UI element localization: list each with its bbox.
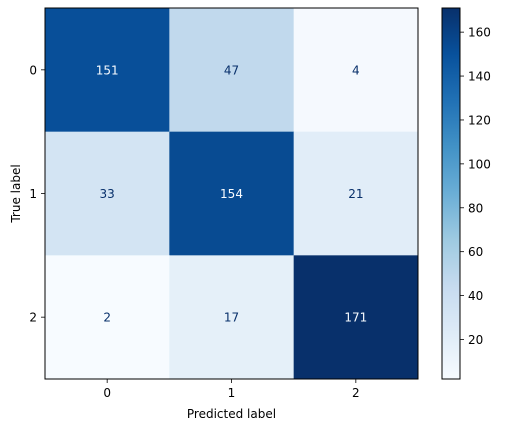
x-axis-ticks: 0 1 2: [103, 379, 360, 400]
heatmap-cell: [45, 8, 170, 133]
colorbar: [441, 7, 461, 380]
y-axis-ticks: 0 1 2: [29, 63, 45, 325]
cell-value-label: 2: [103, 311, 111, 325]
x-tick-label: 0: [103, 386, 111, 400]
x-axis-label: Predicted label: [187, 407, 276, 421]
colorbar-tick-label: 80: [468, 201, 483, 215]
heatmap-cell: [293, 8, 419, 133]
colorbar-tick-label: 40: [468, 289, 483, 303]
y-tick-label: 1: [29, 187, 37, 201]
y-axis-label: True label: [9, 164, 23, 223]
x-tick-label: 2: [352, 386, 360, 400]
colorbar-tick-label: 120: [468, 113, 491, 127]
cell-value-label: 33: [100, 187, 115, 201]
cell-value-label: 171: [344, 311, 367, 325]
heatmap-cell: [293, 131, 419, 256]
x-tick-label: 1: [228, 386, 236, 400]
colorbar-tick-label: 20: [468, 333, 483, 347]
heatmap-cell: [45, 255, 170, 380]
colorbar-tick-label: 60: [468, 245, 483, 259]
cell-value-label: 4: [352, 63, 360, 77]
cell-value-label: 17: [224, 311, 239, 325]
heatmap-cell: [169, 255, 295, 380]
y-tick-label: 0: [29, 63, 37, 77]
heatmap-cell: [169, 8, 295, 133]
y-tick-label: 2: [29, 311, 37, 325]
cell-value-label: 154: [220, 187, 243, 201]
cell-value-label: 47: [224, 63, 239, 77]
heatmap-cell: [293, 255, 419, 380]
colorbar-ticks: 20 40 60 80 100 120 140 160: [460, 26, 491, 347]
cell-value-label: 151: [96, 63, 119, 77]
heatmap-cell: [169, 131, 295, 256]
cell-annotations: 151 47 4 33 154 21 2 17 171: [96, 63, 368, 324]
heatmap-cell: [45, 131, 170, 256]
heatmap-cells: [45, 8, 419, 380]
cell-value-label: 21: [348, 187, 363, 201]
colorbar-tick-label: 140: [468, 70, 491, 84]
colorbar-tick-label: 160: [468, 26, 491, 40]
colorbar-tick-label: 100: [468, 157, 491, 171]
